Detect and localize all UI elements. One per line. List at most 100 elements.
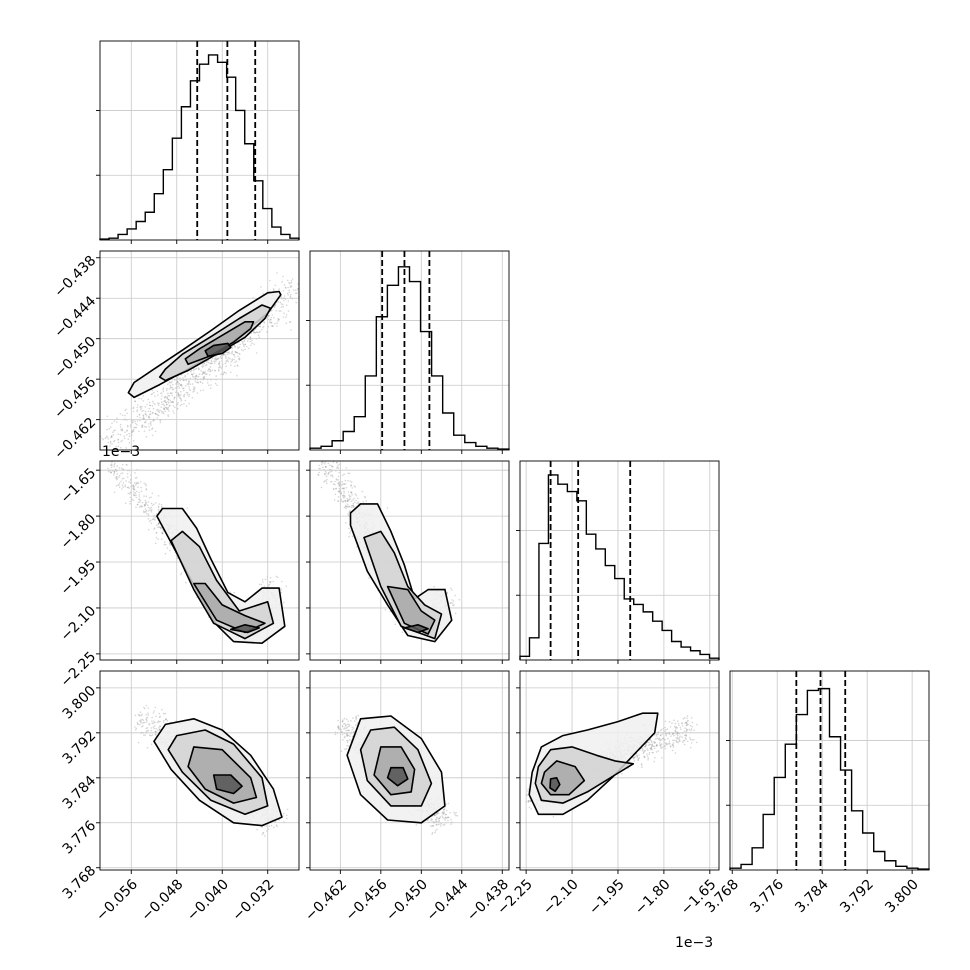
scatter-point <box>149 404 151 407</box>
scatter-point <box>195 375 197 377</box>
scatter-point <box>332 487 335 490</box>
scatter-point <box>115 445 117 448</box>
scatter-point <box>116 473 119 475</box>
scatter-point <box>187 382 190 385</box>
scatter-point <box>136 490 138 493</box>
scatter-point <box>283 821 285 823</box>
scatter-point <box>143 430 146 433</box>
scatter-point <box>135 494 137 497</box>
scatter-point <box>189 389 192 392</box>
scatter-point <box>268 825 271 827</box>
scatter-point <box>183 389 185 392</box>
scatter-point <box>343 473 346 476</box>
scatter-point <box>347 725 350 728</box>
scatter-point <box>289 286 292 289</box>
scatter-point <box>451 602 454 605</box>
scatter-point <box>154 412 157 415</box>
scatter-point <box>143 706 145 709</box>
scatter-point <box>140 486 142 489</box>
scatter-point <box>134 729 137 731</box>
scatter-point <box>249 336 252 339</box>
scatter-point <box>325 472 327 475</box>
scatter-point <box>222 373 225 376</box>
scatter-point <box>346 500 349 503</box>
scatter-point <box>137 723 139 726</box>
scatter-point <box>344 748 346 750</box>
scatter-point <box>157 720 160 722</box>
scatter-point <box>169 384 172 387</box>
scatter-point <box>121 429 124 431</box>
scatter-point <box>157 404 160 406</box>
scatter-point <box>178 394 181 397</box>
scatter-point <box>162 390 165 393</box>
scatter-point <box>427 819 429 821</box>
scatter-point <box>136 503 139 506</box>
scatter-point <box>138 498 140 501</box>
scatter-point <box>132 421 134 423</box>
scatter-point <box>156 721 159 724</box>
scatter-point <box>139 406 142 409</box>
scatter-point <box>227 357 230 359</box>
scatter-point <box>188 386 190 388</box>
scatter-point <box>149 507 151 510</box>
scatter-point <box>115 476 118 478</box>
scatter-point <box>188 381 190 383</box>
scatter-point <box>327 462 330 465</box>
scatter-point <box>154 733 157 736</box>
scatter-point <box>345 718 348 720</box>
scatter-point <box>332 483 335 485</box>
scatter-point <box>155 413 157 415</box>
scatter-point <box>278 318 280 321</box>
scatter-point <box>447 816 449 819</box>
scatter-point <box>274 303 277 306</box>
scatter-point <box>164 396 166 398</box>
scatter-point <box>193 388 195 390</box>
scatter-point <box>289 295 292 298</box>
scatter-point <box>121 488 123 490</box>
scatter-point <box>336 462 338 464</box>
scatter-point <box>139 721 142 724</box>
scatter-point <box>138 498 141 501</box>
scatter-point <box>140 714 143 717</box>
scatter-point <box>664 747 667 750</box>
scatter-point <box>282 316 285 318</box>
scatter-point <box>195 381 198 384</box>
scatter-point <box>202 372 204 375</box>
scatter-point <box>110 471 112 474</box>
scatter-point <box>155 734 157 736</box>
scatter-point <box>173 412 175 414</box>
scatter-point <box>259 330 261 333</box>
scatter-point <box>643 750 646 752</box>
scatter-point <box>143 734 145 736</box>
scatter-point <box>341 724 344 727</box>
scatter-point <box>203 372 206 375</box>
scatter-point <box>121 472 124 474</box>
scatter-point <box>171 401 173 403</box>
scatter-point <box>186 393 189 396</box>
scatter-point <box>151 509 153 511</box>
scatter-point <box>167 383 169 386</box>
scatter-point <box>206 361 208 363</box>
scatter-point <box>229 358 231 360</box>
scatter-point <box>345 505 347 508</box>
scatter-point <box>208 368 210 370</box>
scatter-point <box>209 362 212 365</box>
scatter-point <box>203 362 205 364</box>
scatter-point <box>184 399 187 402</box>
scatter-point <box>110 436 112 439</box>
scatter-point <box>133 486 136 488</box>
scatter-point <box>122 482 125 484</box>
scatter-point <box>204 364 207 367</box>
scatter-point <box>350 491 352 494</box>
scatter-point <box>150 727 153 729</box>
scatter-point <box>282 305 285 308</box>
scatter-point <box>287 300 290 302</box>
scatter-point <box>156 524 158 527</box>
scatter-point <box>110 466 113 469</box>
scatter-point <box>277 318 280 321</box>
scatter-point <box>139 499 142 502</box>
scatter-point <box>652 745 655 747</box>
scatter-point <box>145 415 148 417</box>
scatter-point <box>333 499 336 501</box>
scatter-point <box>164 552 167 555</box>
